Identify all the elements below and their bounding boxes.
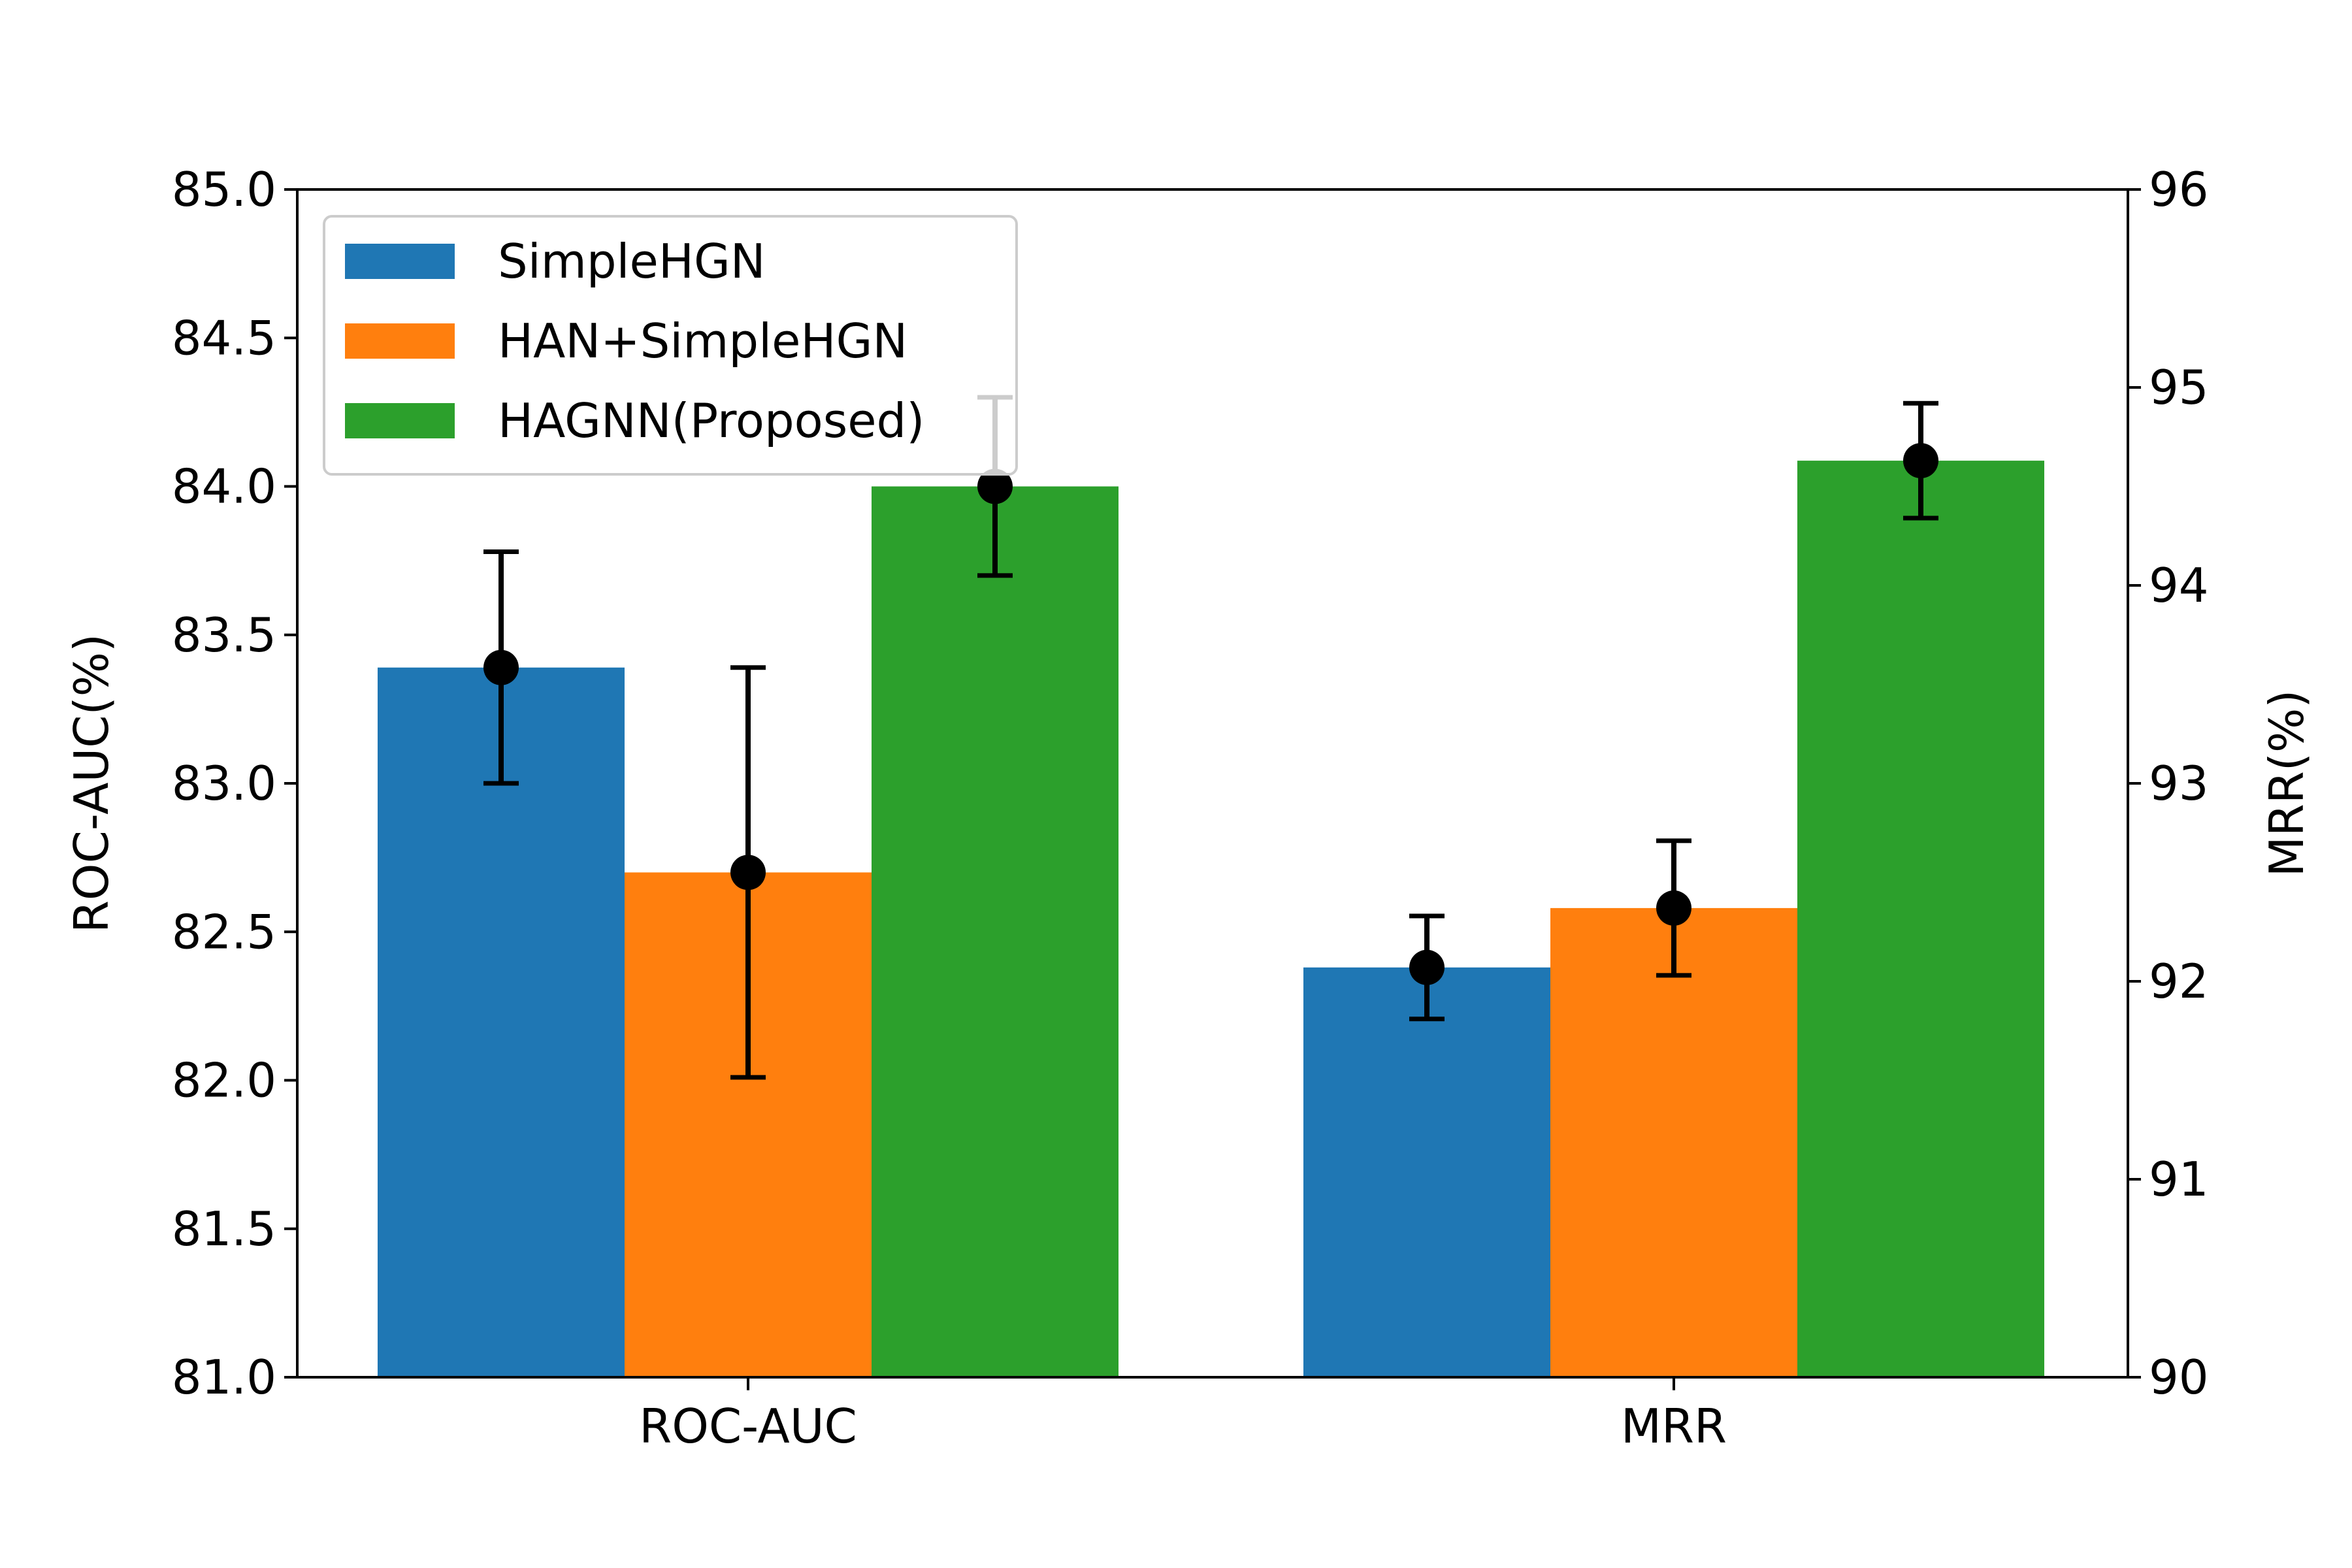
- left-tick-label: 83.0: [172, 756, 276, 811]
- legend-swatch: [345, 323, 455, 359]
- left-tick-label: 85.0: [172, 162, 276, 217]
- right-tick-label: 93: [2149, 756, 2209, 811]
- left-tick-label: 84.0: [172, 459, 276, 514]
- bar: [1303, 967, 1550, 1377]
- x-tick-label: ROC-AUC: [639, 1399, 857, 1454]
- x-axis: ROC-AUC MRR: [639, 1377, 1727, 1454]
- bar: [378, 667, 625, 1377]
- right-tick-label: 92: [2149, 954, 2209, 1009]
- left-axis: 81.0 81.5 82.0 82.5 83.0 83.5 84.0 84.5 85.0: [172, 162, 297, 1405]
- error-point: [977, 468, 1013, 504]
- bar: [872, 486, 1119, 1377]
- x-tick-label: MRR: [1621, 1399, 1727, 1454]
- left-tick-label: 83.5: [172, 608, 276, 662]
- error-point: [1409, 949, 1445, 985]
- bar: [1550, 907, 1797, 1377]
- left-tick-label: 82.5: [172, 904, 276, 959]
- errorbars-group: [483, 395, 1938, 1080]
- right-tick-label: 90: [2149, 1350, 2209, 1405]
- left-axis-label: ROC-AUC(%): [64, 634, 119, 933]
- right-tick-label: 94: [2149, 558, 2209, 613]
- bar: [1797, 461, 2044, 1377]
- error-point: [1903, 443, 1938, 479]
- error-point: [730, 855, 766, 890]
- legend-label: SimpleHGN: [498, 234, 766, 289]
- right-axis-label: MRR(%): [2259, 690, 2314, 877]
- legend: SimpleHGN HAN+SimpleHGN HAGNN(Proposed): [323, 215, 1018, 476]
- legend-swatch: [345, 403, 455, 438]
- left-tick-label: 81.5: [172, 1201, 276, 1256]
- right-tick-label: 96: [2149, 162, 2209, 217]
- legend-label: HAGNN(Proposed): [498, 393, 924, 448]
- left-tick-label: 84.5: [172, 310, 276, 365]
- right-tick-label: 95: [2149, 360, 2209, 415]
- left-tick-label: 81.0: [172, 1350, 276, 1405]
- error-point: [483, 649, 519, 685]
- legend-swatch: [345, 244, 455, 279]
- right-axis: 90 91 92 93 94 95 96: [2128, 162, 2209, 1405]
- legend-label: HAN+SimpleHGN: [498, 314, 907, 368]
- right-tick-label: 91: [2149, 1152, 2209, 1207]
- legend-box: [323, 215, 1018, 476]
- left-tick-label: 82.0: [172, 1053, 276, 1108]
- error-point: [1656, 890, 1691, 926]
